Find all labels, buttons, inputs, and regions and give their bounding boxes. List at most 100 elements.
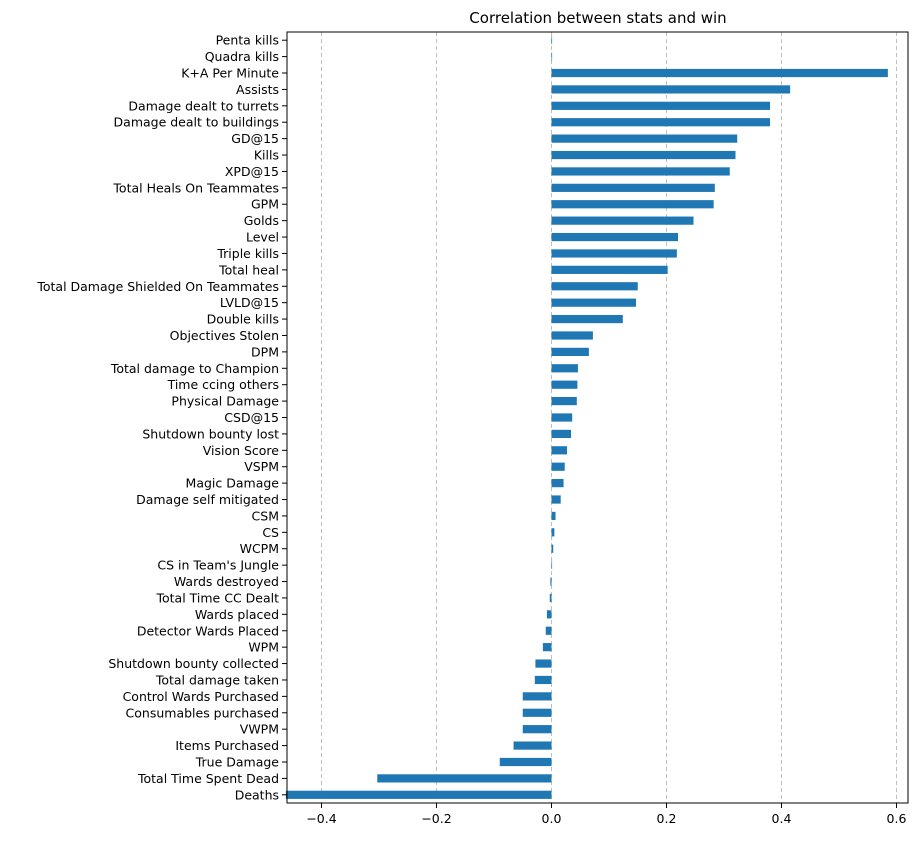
y-tick-label: Penta kills	[216, 33, 279, 48]
x-tick-label: 0.6	[887, 811, 907, 826]
y-tick-label: Shutdown bounty lost	[142, 426, 279, 441]
bar	[545, 626, 552, 635]
y-tick-label: Control Wards Purchased	[123, 689, 279, 704]
y-tick-label: Physical Damage	[171, 394, 279, 409]
bar	[551, 561, 553, 570]
bar	[549, 593, 552, 603]
y-tick-label: Time ccing others	[167, 377, 279, 392]
y-tick-label: Total Time Spent Dead	[137, 771, 279, 786]
x-tick-label: 0.0	[542, 811, 562, 826]
y-tick-label: Assists	[236, 82, 279, 97]
bar	[513, 741, 552, 750]
bar	[551, 265, 668, 274]
y-tick-label: Magic Damage	[186, 476, 280, 491]
y-tick-label: Total damage to Champion	[110, 361, 279, 376]
bar	[551, 118, 770, 127]
bar	[551, 479, 564, 488]
bar	[551, 528, 555, 537]
bar	[551, 495, 561, 504]
bar	[551, 544, 554, 553]
plot-frame	[286, 31, 909, 804]
bar	[551, 85, 791, 94]
y-tick-label: XPD@15	[225, 164, 279, 179]
bar	[551, 429, 572, 439]
y-tick-label: Double kills	[207, 312, 279, 327]
y-tick-label: Total Time CC Dealt	[155, 590, 279, 605]
bar	[551, 347, 589, 356]
y-tick-label: Total damage taken	[155, 672, 279, 687]
bar	[551, 183, 715, 192]
bar	[551, 298, 637, 307]
bar	[551, 396, 577, 406]
y-tick-label: VWPM	[240, 722, 279, 737]
y-tick-label: Quadra kills	[205, 49, 279, 64]
bar	[551, 101, 770, 110]
y-tick-label: CSM	[252, 508, 279, 523]
bar	[285, 790, 552, 799]
bar	[551, 134, 738, 143]
bar	[542, 643, 552, 652]
bar	[551, 380, 578, 389]
y-tick-label: Objectives Stolen	[170, 328, 279, 343]
y-tick-label: CSD@15	[224, 410, 279, 425]
bar	[551, 52, 553, 61]
bar	[535, 659, 552, 668]
bar	[377, 774, 552, 783]
bar	[551, 331, 593, 340]
bar	[551, 167, 730, 176]
y-tick-label: Shutdown bounty collected	[108, 656, 279, 671]
y-tick-label: K+A Per Minute	[181, 66, 279, 81]
y-tick-label: Deaths	[235, 787, 279, 802]
x-tick-label: 0.2	[657, 811, 677, 826]
bar	[499, 757, 552, 767]
bar	[546, 610, 552, 619]
bar	[550, 577, 552, 586]
bar	[534, 675, 552, 685]
y-tick-label: Total Heals On Teammates	[112, 180, 279, 195]
bar	[551, 364, 578, 373]
bar	[551, 511, 556, 521]
x-tick-label: 0.4	[772, 811, 792, 826]
bar	[551, 68, 888, 78]
bar	[522, 708, 552, 717]
y-tick-label: CS	[262, 525, 279, 540]
bar	[551, 314, 623, 324]
bar	[551, 446, 568, 455]
y-tick-label: LVLD@15	[220, 295, 279, 310]
x-tick-label: −0.2	[421, 811, 451, 826]
bar	[551, 36, 553, 45]
y-tick-label: Wards placed	[195, 607, 279, 622]
bar	[551, 413, 573, 422]
bar	[551, 232, 678, 242]
bar	[551, 282, 638, 291]
bar	[551, 462, 565, 471]
y-tick-label: Damage self mitigated	[136, 492, 279, 507]
y-tick-label: Items Purchased	[175, 738, 279, 753]
y-tick-label: Detector Wards Placed	[137, 623, 279, 638]
x-tick-label: −0.4	[306, 811, 336, 826]
y-tick-label: VSPM	[244, 459, 279, 474]
bar	[522, 692, 552, 701]
y-tick-label: Damage dealt to buildings	[114, 115, 279, 130]
y-tick-label: WCPM	[240, 541, 279, 556]
y-tick-label: WPM	[248, 640, 279, 655]
y-tick-label: Vision Score	[203, 443, 280, 458]
bars	[285, 36, 888, 799]
y-tick-label: Damage dealt to turrets	[128, 98, 279, 113]
y-tick-label: Total heal	[218, 262, 279, 277]
x-axis-labels: −0.4 −0.2 0.0 0.2 0.4 0.6	[306, 803, 906, 826]
y-tick-label: CS in Team's Jungle	[157, 558, 279, 573]
y-tick-label: True Damage	[195, 754, 280, 769]
y-tick-label: DPM	[251, 344, 279, 359]
bar	[551, 150, 736, 160]
y-tick-label: Consumables purchased	[126, 705, 279, 720]
bar	[551, 216, 694, 225]
bar	[551, 200, 714, 209]
y-tick-label: Golds	[244, 213, 279, 228]
gridlines	[321, 32, 897, 803]
bar	[551, 249, 677, 258]
bar	[522, 725, 552, 734]
